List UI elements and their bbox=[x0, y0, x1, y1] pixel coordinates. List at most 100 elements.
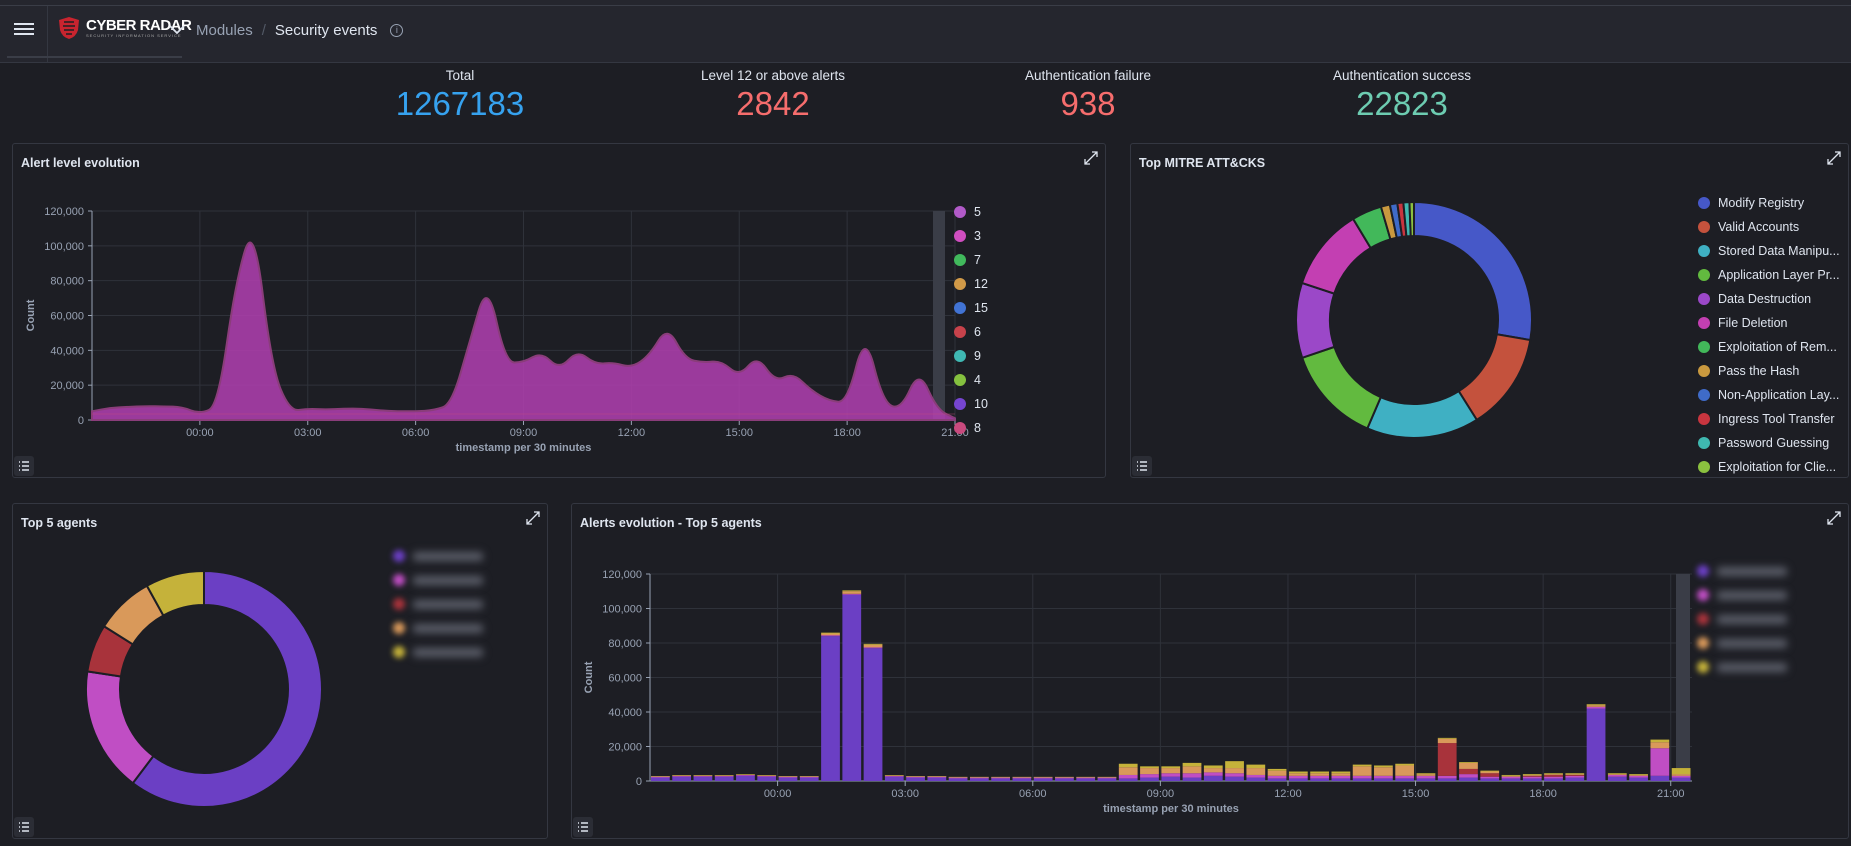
bar-segment bbox=[1437, 775, 1457, 779]
x-tick-label: 03:00 bbox=[294, 427, 322, 439]
bar-segment bbox=[1671, 777, 1691, 781]
expand-icon[interactable] bbox=[1826, 150, 1842, 166]
legend-item[interactable]: 15 bbox=[954, 301, 988, 315]
bar-segment bbox=[1459, 777, 1478, 781]
legend-item[interactable]: File Deletion bbox=[1698, 316, 1787, 330]
bar-segment bbox=[1374, 765, 1393, 768]
bar-segment bbox=[1012, 777, 1032, 779]
legend-item[interactable]: 8 bbox=[954, 421, 981, 435]
legend-item[interactable] bbox=[1697, 637, 1787, 649]
bar-segment bbox=[799, 777, 819, 781]
bar-segment bbox=[757, 775, 777, 777]
legend-item[interactable]: Data Destruction bbox=[1698, 292, 1811, 306]
metric-value[interactable]: 22823 bbox=[1356, 85, 1448, 122]
legend-item[interactable]: Application Layer Pr... bbox=[1698, 268, 1840, 282]
bar-segment bbox=[1225, 761, 1244, 769]
legend-item[interactable] bbox=[393, 646, 483, 658]
legend-item[interactable]: Password Guessing bbox=[1698, 436, 1829, 450]
bar-segment bbox=[1607, 774, 1627, 777]
bar-segment bbox=[1480, 778, 1500, 781]
legend-item[interactable]: Modify Registry bbox=[1698, 196, 1804, 210]
legend-toggle-button[interactable] bbox=[14, 456, 34, 476]
legend-dot bbox=[954, 326, 966, 338]
hamburger-menu-icon[interactable] bbox=[14, 20, 34, 38]
expand-icon[interactable] bbox=[525, 510, 541, 526]
legend-item[interactable] bbox=[393, 598, 483, 610]
bar-segment bbox=[672, 775, 692, 777]
legend-item[interactable] bbox=[1697, 565, 1787, 577]
bar-segment bbox=[842, 594, 862, 781]
legend-item[interactable]: 9 bbox=[954, 349, 981, 363]
legend-item[interactable]: Non-Application Lay... bbox=[1698, 388, 1839, 402]
expand-icon[interactable] bbox=[1826, 510, 1842, 526]
bar-segment bbox=[1565, 774, 1585, 775]
expand-icon[interactable] bbox=[1083, 150, 1099, 166]
legend-item[interactable] bbox=[1697, 661, 1787, 673]
bar-segment bbox=[1288, 771, 1308, 774]
agent-slice-1 bbox=[85, 670, 155, 785]
bar-segment bbox=[1671, 768, 1691, 775]
metric-authentication-success: Authentication success 22823 bbox=[1272, 68, 1532, 123]
y-axis-label: Count bbox=[583, 661, 595, 693]
bar-segment bbox=[1267, 775, 1287, 779]
metric-total: Total 1267183 bbox=[330, 68, 590, 123]
legend-item[interactable]: Valid Accounts bbox=[1698, 220, 1799, 234]
divider bbox=[47, 6, 48, 62]
legend-item[interactable] bbox=[393, 622, 483, 634]
metric-value[interactable]: 938 bbox=[1060, 85, 1116, 122]
legend-item[interactable] bbox=[1697, 589, 1787, 601]
bar-segment bbox=[1395, 775, 1415, 779]
legend-item[interactable]: Ingress Tool Transfer bbox=[1698, 412, 1835, 426]
legend-toggle-button[interactable] bbox=[14, 817, 34, 837]
bar-segment bbox=[1246, 777, 1266, 781]
metric-value[interactable]: 1267183 bbox=[395, 85, 525, 122]
legend-item[interactable] bbox=[1697, 613, 1787, 625]
legend-item[interactable]: Exploitation of Rem... bbox=[1698, 340, 1837, 354]
legend-item[interactable]: 4 bbox=[954, 373, 981, 387]
legend-item[interactable]: 6 bbox=[954, 325, 981, 339]
legend-toggle-button[interactable] bbox=[573, 817, 593, 837]
legend-dot bbox=[1698, 461, 1710, 473]
legend-item[interactable]: 5 bbox=[954, 205, 981, 219]
bar-segment bbox=[1374, 778, 1393, 781]
legend-item[interactable] bbox=[393, 574, 483, 586]
legend-toggle-button[interactable] bbox=[1132, 456, 1152, 476]
legend-label bbox=[413, 599, 483, 609]
bar-segment bbox=[1671, 774, 1691, 776]
metric-value[interactable]: 2842 bbox=[736, 85, 810, 122]
bar-segment bbox=[842, 591, 862, 594]
bar-segment bbox=[1650, 748, 1670, 776]
legend-item[interactable]: 12 bbox=[954, 277, 988, 291]
bar-segment bbox=[1331, 775, 1351, 779]
bar-segment bbox=[714, 775, 734, 777]
bar-segment bbox=[1012, 776, 1032, 778]
bar-segment bbox=[1352, 766, 1372, 776]
shield-logo-icon bbox=[59, 17, 79, 39]
bar-segment bbox=[1501, 776, 1521, 779]
bar-segment bbox=[927, 775, 947, 777]
info-icon[interactable]: i bbox=[390, 24, 404, 37]
bar-segment bbox=[1544, 776, 1563, 779]
legend-item[interactable]: Exploitation for Clie... bbox=[1698, 460, 1836, 474]
legend-item[interactable]: Pass the Hash bbox=[1698, 364, 1799, 378]
legend-dot bbox=[954, 398, 966, 410]
bar-segment bbox=[1352, 778, 1372, 781]
breadcrumb-modules[interactable]: Modules bbox=[196, 22, 253, 39]
bar-segment bbox=[1586, 706, 1606, 709]
bar-segment bbox=[1416, 778, 1436, 781]
legend-item[interactable]: 10 bbox=[954, 397, 988, 411]
bar-segment bbox=[1352, 764, 1372, 767]
app-logo[interactable]: CYBER RADAR SECURITY INFORMATION SERVICE bbox=[58, 14, 192, 42]
chevron-down-icon[interactable] bbox=[168, 22, 186, 36]
bar-segment bbox=[1437, 743, 1457, 776]
legend-item[interactable]: 3 bbox=[954, 229, 981, 243]
legend-label: Application Layer Pr... bbox=[1718, 268, 1840, 282]
legend-item[interactable]: Stored Data Manipu... bbox=[1698, 244, 1840, 258]
legend-item[interactable] bbox=[393, 550, 483, 562]
bar-segment bbox=[884, 776, 904, 781]
legend-item[interactable]: 7 bbox=[954, 253, 981, 267]
bar-segment bbox=[1459, 762, 1478, 769]
bar-segment bbox=[1033, 777, 1053, 779]
divider bbox=[0, 5, 1851, 6]
legend-dot bbox=[1698, 365, 1710, 377]
